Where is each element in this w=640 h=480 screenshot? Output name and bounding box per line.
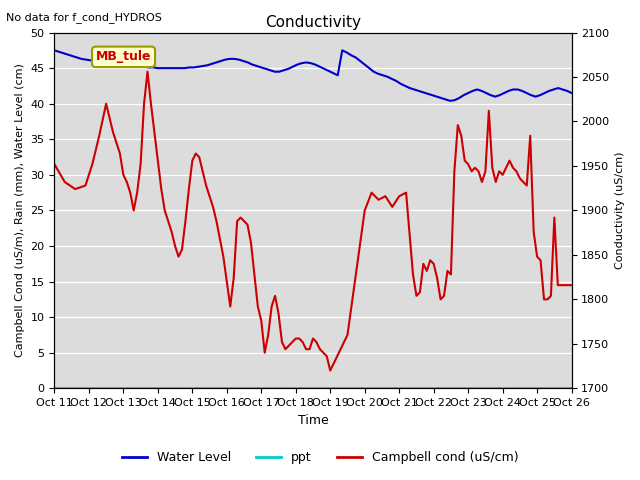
ppt [71, 385, 79, 391]
Water Level [397, 81, 404, 87]
ppt [188, 385, 196, 391]
Water Level [446, 98, 454, 104]
Water Level [226, 56, 234, 62]
Campbell cond (uS/cm) [568, 282, 575, 288]
Text: MB_tule: MB_tule [96, 50, 151, 63]
ppt [51, 385, 58, 391]
Y-axis label: Conductivity (uS/cm): Conductivity (uS/cm) [615, 152, 625, 269]
ppt [524, 385, 531, 391]
ppt [568, 385, 575, 391]
Title: Conductivity: Conductivity [265, 15, 361, 30]
Water Level [487, 92, 495, 98]
Y-axis label: Campbell Cond (uS/m), Rain (mm), Water Level (cm): Campbell Cond (uS/m), Rain (mm), Water L… [15, 63, 25, 358]
Water Level [51, 48, 58, 53]
Line: Campbell cond (uS/cm): Campbell cond (uS/cm) [54, 72, 572, 371]
Water Level [474, 86, 481, 92]
Legend: Water Level, ppt, Campbell cond (uS/cm): Water Level, ppt, Campbell cond (uS/cm) [116, 446, 524, 469]
Text: No data for f_cond_HYDROS: No data for f_cond_HYDROS [6, 12, 163, 23]
Campbell cond (uS/cm) [109, 129, 117, 135]
Campbell cond (uS/cm) [326, 368, 334, 373]
ppt [147, 385, 154, 391]
X-axis label: Time: Time [298, 414, 328, 427]
Campbell cond (uS/cm) [292, 336, 300, 341]
Campbell cond (uS/cm) [430, 261, 438, 267]
Campbell cond (uS/cm) [388, 204, 396, 210]
Water Level [365, 65, 373, 71]
Water Level [532, 94, 540, 99]
Campbell cond (uS/cm) [409, 272, 417, 277]
Campbell cond (uS/cm) [199, 168, 207, 174]
ppt [82, 385, 90, 391]
ppt [542, 385, 550, 391]
Line: Water Level: Water Level [54, 50, 572, 101]
Campbell cond (uS/cm) [51, 161, 58, 167]
Campbell cond (uS/cm) [143, 69, 151, 74]
Water Level [568, 90, 575, 96]
